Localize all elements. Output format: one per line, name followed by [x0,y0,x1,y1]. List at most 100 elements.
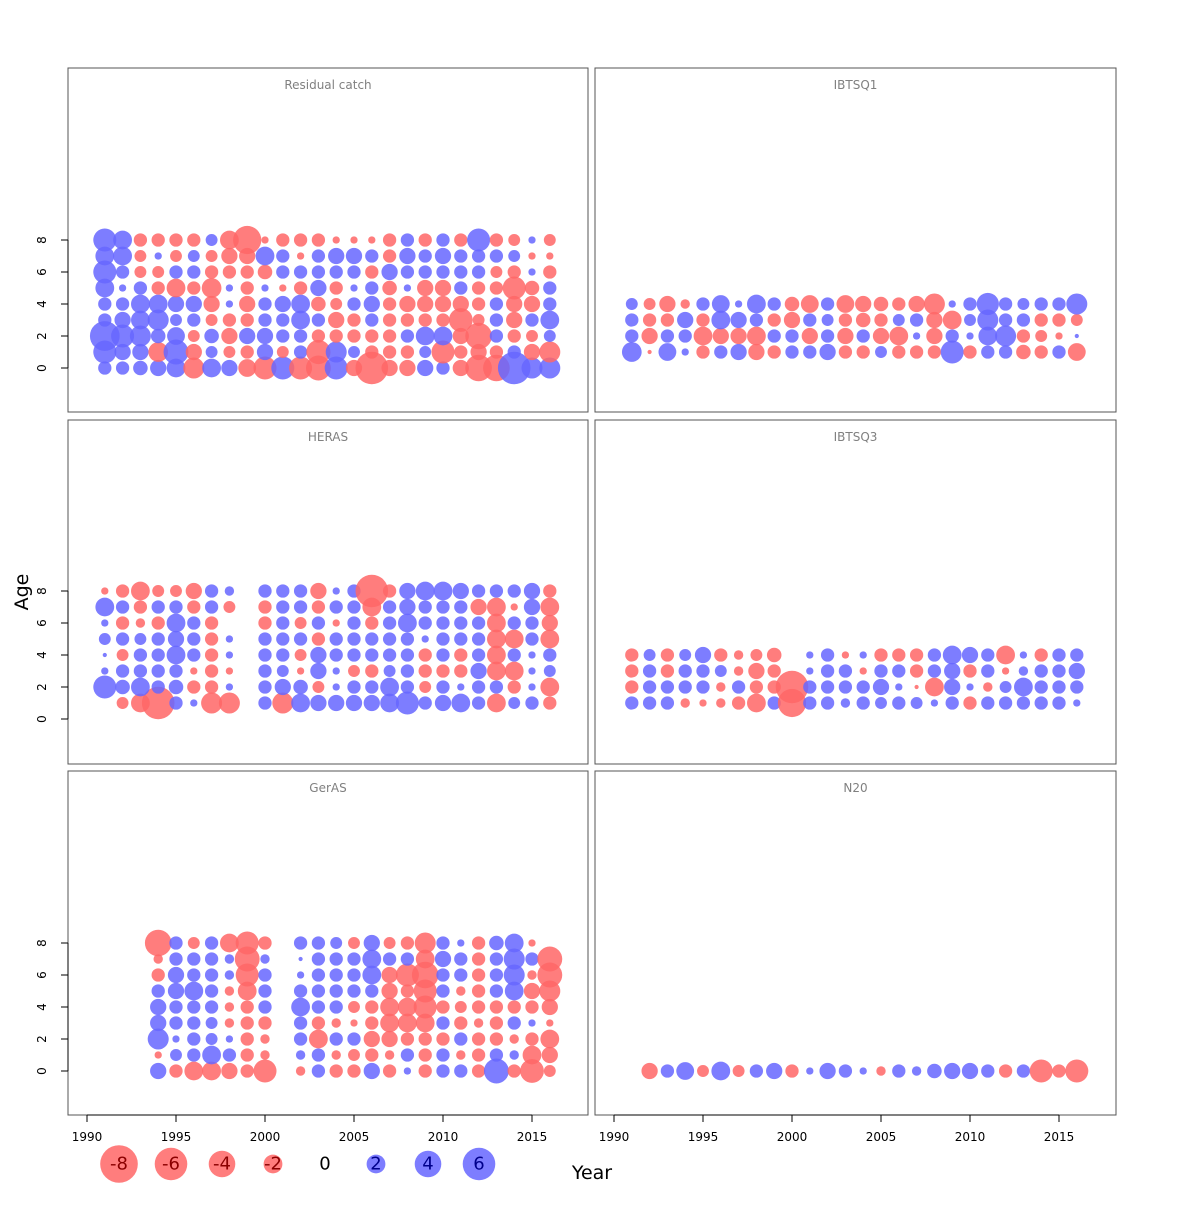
residual-bubble [909,664,924,678]
residual-bubble [926,327,943,345]
legend-bubble [208,1150,236,1178]
residual-bubble [927,648,942,662]
residual-bubble [1070,314,1083,326]
residual-bubble [204,648,219,662]
residual-bubble [347,329,361,343]
residual-bubble [274,295,291,313]
residual-bubble [187,1016,201,1030]
residual-bubble [471,1048,486,1062]
residual-bubble [154,1051,162,1059]
residual-bubble [489,584,504,598]
residual-bubble [696,345,710,359]
residual-bubble [504,629,524,649]
residual-bubble [508,697,521,709]
residual-bubble [540,629,560,649]
residual-bubble [436,1064,450,1078]
residual-bubble [348,346,360,358]
residual-bubble [679,649,692,661]
residual-bubble [329,329,343,343]
residual-bubble [205,1017,218,1029]
residual-bubble [400,233,415,247]
residual-bubble [204,952,219,966]
residual-bubble [436,1032,450,1046]
residual-bubble [347,1064,361,1078]
residual-bubble [942,310,962,330]
residual-bubble [966,683,974,691]
residual-bubble [144,929,172,957]
residual-bubble [507,584,521,598]
residual-bubble [365,648,379,662]
residual-bubble [329,1064,343,1078]
residual-bubble [540,1029,560,1049]
y-tick-label: 6 [35,268,49,276]
residual-bubble [434,247,452,265]
residual-bubble [543,281,557,295]
residual-bubble [1019,651,1028,659]
residual-bubble [382,280,397,296]
residual-bubble [546,252,554,260]
residual-bubble [311,1064,326,1078]
residual-bubble [169,696,183,710]
residual-bubble [400,984,415,998]
residual-bubble [133,233,148,247]
residual-bubble [382,249,397,263]
residual-bubble [221,359,238,377]
residual-bubble [150,998,167,1016]
residual-bubble [911,1066,922,1076]
residual-bubble [152,585,165,597]
residual-bubble [525,1032,539,1046]
residual-bubble [131,581,150,601]
panel-title: N20 [843,781,867,795]
residual-bubble [187,600,201,614]
residual-bubble [489,984,504,998]
residual-bubble [240,281,254,295]
residual-bubble [856,696,870,710]
residual-bubble [540,677,560,697]
residual-bubble [642,664,657,678]
residual-bubble [436,648,450,662]
residual-bubble [452,359,469,377]
residual-bubble [204,936,219,950]
residual-bubble [966,332,974,340]
panel-title: Residual catch [284,78,371,92]
residual-bubble [365,1000,379,1014]
residual-bubble [803,313,817,327]
residual-bubble [489,297,504,311]
residual-bubble [454,281,468,295]
residual-bubble [363,295,380,313]
legend-label: 6 [473,1154,484,1175]
residual-bubble [803,696,817,710]
residual-bubble [311,329,326,343]
residual-bubble [363,1030,380,1048]
residual-bubble [696,313,710,327]
residual-bubble [311,1016,326,1030]
residual-bubble [436,936,450,950]
residual-bubble [510,603,518,611]
residual-bubble [454,249,468,263]
residual-bubble [141,686,175,720]
y-axis-title: Age [11,574,33,611]
residual-bubble [914,684,919,690]
residual-bubble [872,678,890,696]
residual-bubble [260,954,270,964]
residual-bubble [961,1062,979,1080]
panel-frame [594,67,1117,413]
residual-bubble [451,693,471,713]
residual-bubble [730,327,747,345]
residual-bubble [260,1050,270,1060]
residual-bubble [436,1000,450,1014]
residual-bubble [347,600,361,614]
residual-bubble [677,311,694,329]
residual-bubble [775,670,809,704]
residual-bubble [95,597,115,617]
residual-bubble [133,600,148,614]
residual-bubble [527,970,537,980]
residual-bubble [311,296,326,312]
y-tick-label: 4 [35,651,49,659]
residual-bubble [528,683,536,691]
residual-bubble [115,297,130,311]
residual-bubble [540,597,560,617]
residual-bubble [543,584,557,598]
residual-bubble [434,694,452,712]
residual-bubble [169,1064,183,1078]
